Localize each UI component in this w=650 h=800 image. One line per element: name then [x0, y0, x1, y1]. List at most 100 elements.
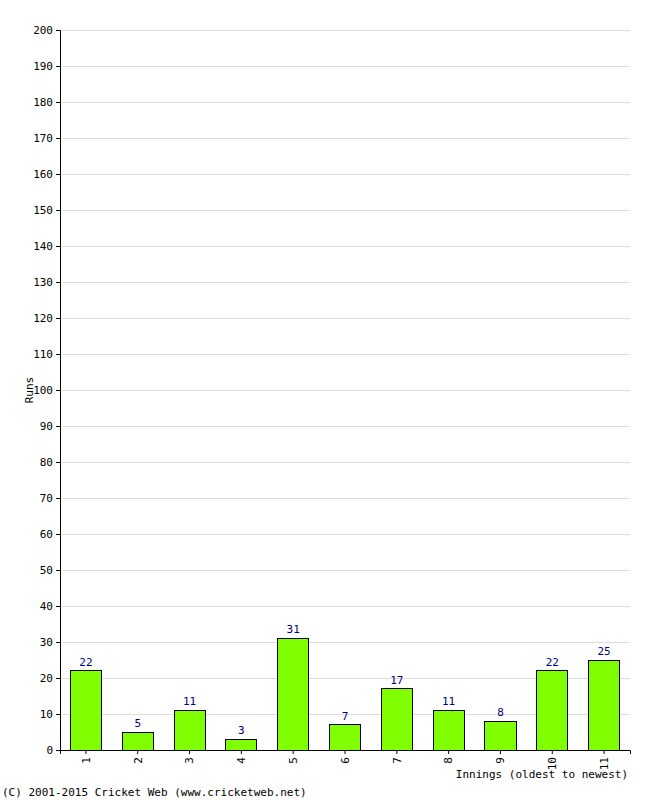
y-tick-mark	[56, 282, 60, 283]
y-tick-label: 160	[33, 168, 53, 181]
data-label: 7	[342, 710, 349, 723]
y-tick-mark	[56, 102, 60, 103]
bar	[433, 710, 464, 750]
x-tick-label: 5	[287, 757, 300, 764]
y-tick-mark	[56, 606, 60, 607]
y-tick-label: 130	[33, 276, 53, 289]
chart: 0102030405060708090100110120130140150160…	[0, 0, 650, 800]
data-label: 17	[390, 674, 403, 687]
grid-line	[60, 138, 630, 139]
data-label: 31	[287, 623, 300, 636]
y-axis-line	[56, 31, 61, 751]
y-tick: 170	[33, 132, 60, 145]
x-tick-label: 8	[442, 757, 455, 764]
x-tick-label: 6	[339, 757, 352, 764]
y-tick-label: 150	[33, 204, 53, 217]
y-tick: 90	[40, 420, 60, 433]
x-tick: 9	[494, 750, 507, 764]
bar	[226, 739, 257, 750]
grid-line	[60, 606, 630, 607]
y-tick-mark	[56, 138, 60, 139]
data-label: 11	[183, 695, 196, 708]
y-tick-label: 70	[40, 492, 53, 505]
y-tick-label: 100	[33, 384, 53, 397]
y-tick-label: 20	[40, 672, 53, 685]
y-tick-mark	[56, 426, 60, 427]
grid-line	[60, 210, 630, 211]
y-tick-mark	[56, 390, 60, 391]
y-tick-mark	[56, 30, 60, 31]
x-tick: 3	[183, 750, 196, 764]
grid-line	[60, 102, 630, 103]
y-tick-mark	[56, 354, 60, 355]
x-tick-mark	[345, 750, 346, 754]
x-tick: 2	[132, 750, 145, 764]
y-tick: 30	[40, 636, 60, 649]
y-tick-label: 40	[40, 600, 53, 613]
grid-line	[60, 570, 630, 571]
y-tick-mark	[56, 534, 60, 535]
data-labels: 225113317171182225	[79, 623, 610, 737]
y-tick-label: 10	[40, 708, 53, 721]
y-tick-label: 110	[33, 348, 53, 361]
y-tick-mark	[56, 318, 60, 319]
y-tick: 50	[40, 564, 60, 577]
y-tick-mark	[56, 678, 60, 679]
y-tick: 190	[33, 60, 60, 73]
x-tick: 6	[339, 750, 352, 764]
x-tick: 5	[287, 750, 300, 764]
y-tick-mark	[56, 210, 60, 211]
x-tick-mark	[604, 750, 605, 754]
x-axis-line	[61, 751, 631, 755]
grid-line	[60, 30, 630, 31]
y-tick-mark	[56, 66, 60, 67]
y-tick: 110	[33, 348, 60, 361]
y-axis-title: Runs	[23, 377, 36, 404]
y-tick-mark	[56, 246, 60, 247]
grid-line	[60, 174, 630, 175]
data-label: 8	[497, 706, 504, 719]
y-tick: 100	[33, 384, 60, 397]
bar	[329, 725, 360, 750]
x-tick: 1	[80, 750, 93, 764]
bar	[278, 638, 309, 750]
x-tick-label: 4	[235, 757, 248, 764]
bar	[70, 671, 101, 750]
x-tick: 8	[442, 750, 455, 764]
x-tick-label: 7	[391, 757, 404, 764]
bar	[589, 660, 620, 750]
y-tick: 80	[40, 456, 60, 469]
y-tick: 130	[33, 276, 60, 289]
grid-line	[60, 66, 630, 67]
y-tick: 120	[33, 312, 60, 325]
x-tick-label: 3	[183, 757, 196, 764]
bar	[381, 689, 412, 750]
y-tick: 180	[33, 96, 60, 109]
y-tick-label: 190	[33, 60, 53, 73]
y-tick-label: 80	[40, 456, 53, 469]
grid-line	[60, 462, 630, 463]
grid-line	[60, 282, 630, 283]
y-tick-mark	[56, 498, 60, 499]
y-tick-mark	[56, 174, 60, 175]
y-tick: 160	[33, 168, 60, 181]
y-tick: 70	[40, 492, 60, 505]
y-tick: 60	[40, 528, 60, 541]
bar	[122, 732, 153, 750]
x-tick: 4	[235, 750, 248, 764]
y-tick-label: 90	[40, 420, 53, 433]
bars	[70, 638, 619, 750]
y-tick-label: 180	[33, 96, 53, 109]
grid-line	[60, 354, 630, 355]
y-tick: 150	[33, 204, 60, 217]
annotation: (C) 2001-2015 Cricket Web (www.cricketwe…	[2, 786, 307, 799]
data-label: 11	[442, 695, 455, 708]
x-axis-title: Innings (oldest to newest)	[456, 768, 628, 781]
y-tick: 10	[40, 708, 60, 721]
y-tick-label: 170	[33, 132, 53, 145]
y-tick: 40	[40, 600, 60, 613]
y-tick-mark	[56, 750, 60, 751]
grid	[60, 30, 630, 750]
x-tick-mark	[396, 750, 397, 754]
grid-line	[60, 246, 630, 247]
